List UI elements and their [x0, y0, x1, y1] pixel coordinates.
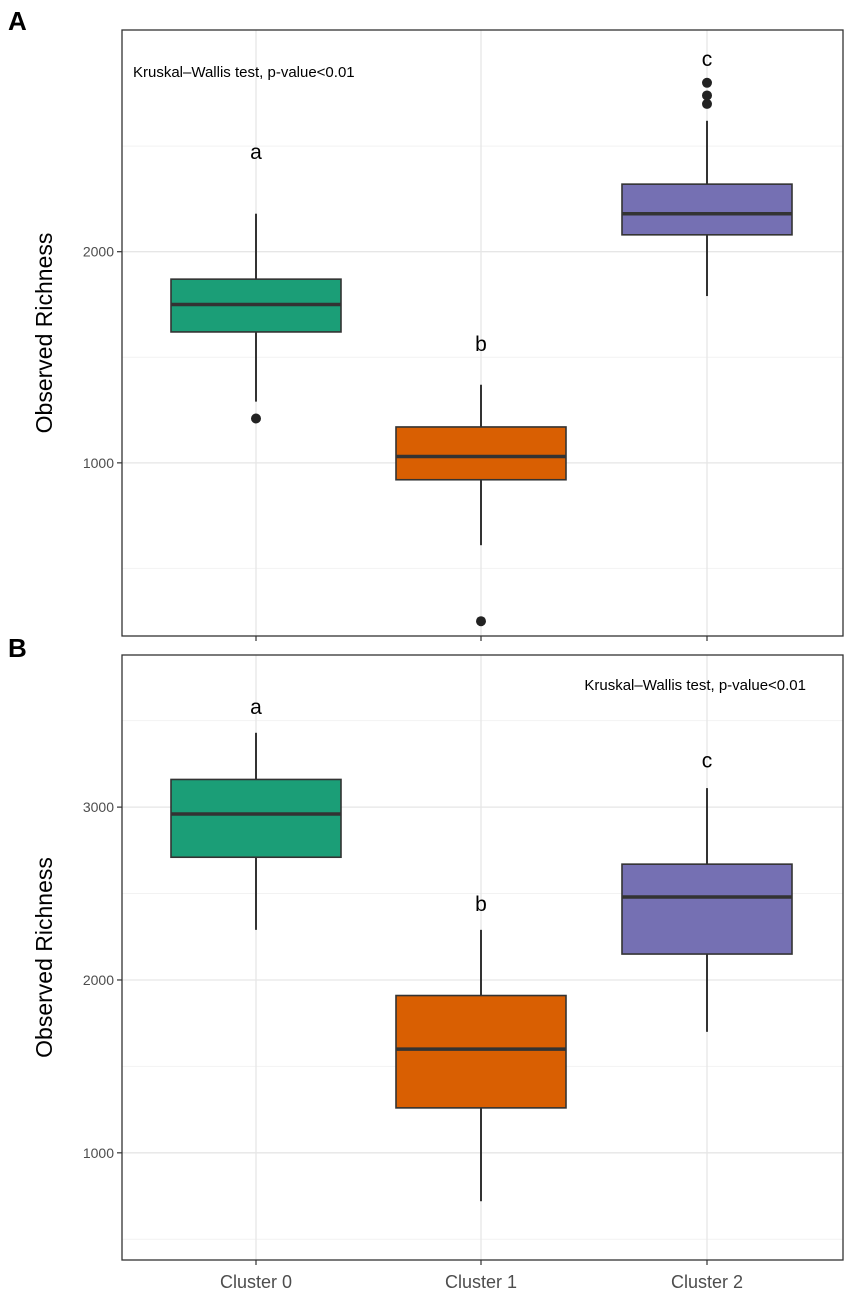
y-tick-label: 2000	[83, 972, 114, 988]
outlier-point	[702, 77, 712, 88]
outlier-point	[476, 616, 486, 627]
outlier-point	[702, 90, 712, 101]
significance-label: c	[702, 749, 713, 772]
panel-letter: B	[8, 633, 27, 663]
iqr-box	[395, 994, 567, 1109]
panel-letter: A	[8, 6, 27, 36]
significance-label: a	[250, 141, 262, 164]
significance-label: c	[702, 48, 713, 71]
panel-border	[121, 654, 844, 1261]
y-tick-label: 2000	[83, 244, 114, 260]
panel-a: a b c 1000 2000 Observed Richness Kruskal–Wall…	[8, 6, 844, 641]
panel-background	[122, 655, 843, 1260]
x-tick-label: Cluster 2	[671, 1272, 743, 1292]
panel-b: a b c 1000 2000 3000 Cluster 0 Cluster 1 Cluster…	[8, 633, 844, 1292]
outlier-point	[251, 413, 261, 424]
y-tick-label: 1000	[83, 1145, 114, 1161]
iqr-box	[395, 426, 567, 481]
box-cluster-0: a	[170, 141, 342, 424]
outlier-point	[702, 98, 712, 109]
iqr-box	[621, 863, 793, 955]
test-annotation: Kruskal–Wallis test, p-value<0.01	[133, 64, 355, 81]
significance-label: b	[475, 333, 487, 356]
iqr-box	[621, 183, 793, 236]
y-axis-title: Observed Richness	[31, 857, 57, 1058]
y-tick-label: 3000	[83, 799, 114, 815]
iqr-box	[170, 778, 342, 859]
box-cluster-2: c	[621, 48, 793, 297]
box-cluster-0: a	[170, 696, 342, 930]
x-tick-label: Cluster 0	[220, 1272, 292, 1292]
panel-border	[121, 29, 844, 637]
y-tick-label: 1000	[83, 455, 114, 471]
box-cluster-2: c	[621, 749, 793, 1032]
test-annotation: Kruskal–Wallis test, p-value<0.01	[584, 677, 806, 694]
significance-label: b	[475, 893, 487, 916]
y-axis-title: Observed Richness	[31, 233, 57, 434]
panel-background	[122, 30, 843, 636]
box-cluster-1: b	[395, 893, 567, 1202]
x-tick-label: Cluster 1	[445, 1272, 517, 1292]
significance-label: a	[250, 696, 262, 719]
box-cluster-1: b	[395, 333, 567, 627]
